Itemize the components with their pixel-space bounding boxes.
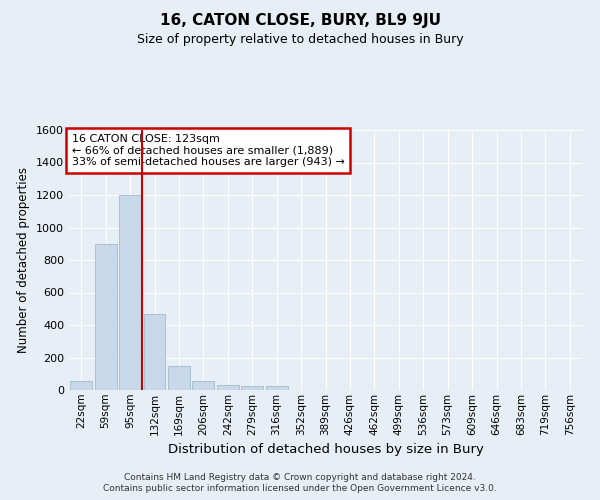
- Text: Contains HM Land Registry data © Crown copyright and database right 2024.: Contains HM Land Registry data © Crown c…: [124, 472, 476, 482]
- Bar: [217, 386, 239, 390]
- Bar: [119, 195, 141, 390]
- Bar: [70, 381, 92, 390]
- Bar: [193, 381, 214, 390]
- Y-axis label: Number of detached properties: Number of detached properties: [17, 167, 31, 353]
- Text: Size of property relative to detached houses in Bury: Size of property relative to detached ho…: [137, 32, 463, 46]
- Text: 16, CATON CLOSE, BURY, BL9 9JU: 16, CATON CLOSE, BURY, BL9 9JU: [160, 12, 440, 28]
- Bar: [95, 244, 116, 390]
- Bar: [143, 314, 166, 390]
- Bar: [241, 386, 263, 390]
- Text: Contains public sector information licensed under the Open Government Licence v3: Contains public sector information licen…: [103, 484, 497, 493]
- X-axis label: Distribution of detached houses by size in Bury: Distribution of detached houses by size …: [167, 443, 484, 456]
- Text: 16 CATON CLOSE: 123sqm
← 66% of detached houses are smaller (1,889)
33% of semi-: 16 CATON CLOSE: 123sqm ← 66% of detached…: [71, 134, 344, 167]
- Bar: [168, 366, 190, 390]
- Bar: [266, 386, 287, 390]
